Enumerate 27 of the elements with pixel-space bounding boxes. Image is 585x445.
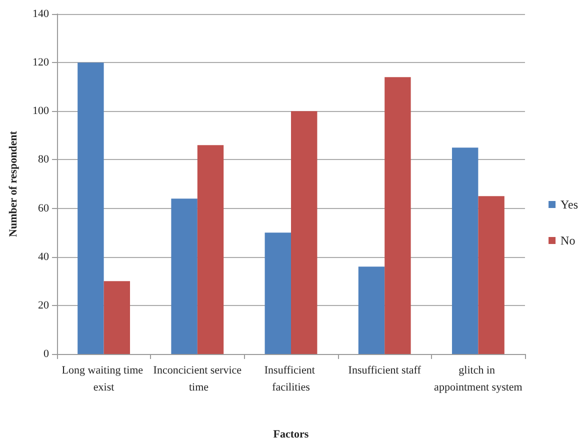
- y-tick-label: 0: [44, 348, 50, 360]
- y-tick-label: 40: [38, 250, 50, 263]
- x-tick-label: glitch in appointment system: [434, 364, 523, 394]
- x-tick-label: Inconcicient service time: [153, 364, 242, 394]
- bar: [264, 232, 291, 354]
- bar: [358, 266, 385, 354]
- x-tick-label: Insufficient staff: [348, 364, 422, 376]
- bar: [384, 77, 411, 354]
- y-tick-label: 120: [32, 56, 50, 69]
- legend-label: Yes: [560, 198, 578, 212]
- bar: [197, 145, 224, 354]
- y-tick-label: 60: [38, 202, 50, 214]
- y-axis-title: Number of respondent: [8, 130, 20, 237]
- bar: [452, 148, 478, 354]
- x-tick-label: Insufficient facilities: [264, 364, 318, 394]
- legend-label: No: [560, 234, 576, 248]
- bar: [104, 281, 130, 354]
- bar: [171, 198, 198, 354]
- x-tick-label: Long waiting time exist: [62, 364, 146, 394]
- y-tick-label: 100: [32, 105, 50, 118]
- x-axis-title: Factors: [273, 428, 310, 440]
- y-tick-label: 20: [38, 299, 50, 312]
- bar: [78, 62, 104, 354]
- y-tick-label: 80: [38, 154, 50, 166]
- y-tick-label: 140: [32, 8, 50, 20]
- bar: [291, 111, 318, 354]
- bar: [478, 196, 504, 354]
